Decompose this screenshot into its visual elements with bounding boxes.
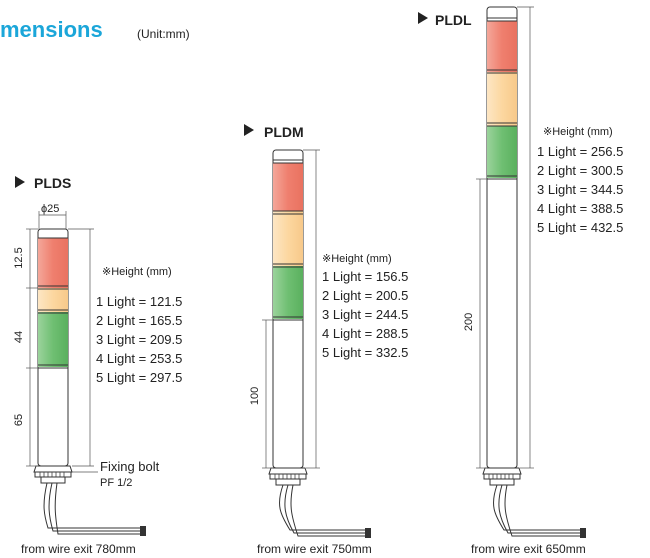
pldl-height-2: 2 Light = 300.5 — [537, 163, 623, 178]
pldl-height-3: 3 Light = 344.5 — [537, 182, 623, 197]
plds-diagram: PLDS ϕ25 — [13, 175, 182, 556]
pldl-diagram: PLDL 200 ※H — [418, 6, 623, 556]
pldm-label: PLDM — [264, 124, 304, 140]
unit-label: (Unit:mm) — [137, 27, 190, 41]
pldl-label: PLDL — [435, 12, 472, 28]
pldl-height-title: ※Height (mm) — [543, 126, 613, 138]
plds-height-5: 5 Light = 297.5 — [96, 370, 182, 385]
plds-diameter: ϕ25 — [41, 203, 59, 215]
pldm-amber-segment — [273, 211, 303, 266]
pldm-green-segment — [273, 266, 303, 319]
fixing-bolt-size: PF 1/2 — [100, 477, 132, 489]
plds-height-4: 4 Light = 253.5 — [96, 351, 182, 366]
pldl-height-4: 4 Light = 388.5 — [537, 201, 623, 216]
pldm-caption: from wire exit 750mm — [257, 542, 372, 556]
pldl-caption: from wire exit 650mm — [471, 542, 586, 556]
page-title: mensions — [0, 17, 103, 42]
pldl-amber-segment — [487, 72, 517, 126]
plds-amber-segment — [38, 288, 68, 312]
plds-caption: from wire exit 780mm — [21, 542, 136, 556]
pldm-diagram: PLDM 100 ※H — [244, 124, 408, 556]
pldl-height-1: 1 Light = 256.5 — [537, 144, 623, 159]
plds-green-segment — [38, 312, 68, 367]
pldl-red-segment — [487, 21, 517, 72]
pldl-height-5: 5 Light = 432.5 — [537, 220, 623, 235]
plds-red-segment — [38, 238, 68, 288]
plds-dim-mid: 44 — [13, 331, 25, 343]
pldm-height-title: ※Height (mm) — [322, 253, 392, 265]
fixing-bolt-label: Fixing bolt — [100, 459, 160, 474]
pldl-green-segment — [487, 126, 517, 178]
pldm-height-4: 4 Light = 288.5 — [322, 326, 408, 341]
play-triangle-icon — [244, 124, 254, 136]
plds-height-1: 1 Light = 121.5 — [96, 294, 182, 309]
plds-height-3: 3 Light = 209.5 — [96, 332, 182, 347]
pldm-height-1: 1 Light = 156.5 — [322, 269, 408, 284]
pldm-height-2: 2 Light = 200.5 — [322, 288, 408, 303]
pldm-red-segment — [273, 163, 303, 211]
plds-label: PLDS — [34, 175, 71, 191]
pldl-dim-main: 200 — [463, 313, 475, 331]
plds-height-title: ※Height (mm) — [102, 266, 172, 278]
pldm-dim-main: 100 — [249, 387, 261, 405]
plds-dim-top: 12.5 — [13, 247, 25, 268]
play-triangle-icon — [15, 176, 25, 188]
pldm-height-3: 3 Light = 244.5 — [322, 307, 408, 322]
pldm-height-5: 5 Light = 332.5 — [322, 345, 408, 360]
play-triangle-icon — [418, 12, 428, 24]
plds-dim-bottom: 65 — [13, 414, 25, 426]
plds-height-2: 2 Light = 165.5 — [96, 313, 182, 328]
